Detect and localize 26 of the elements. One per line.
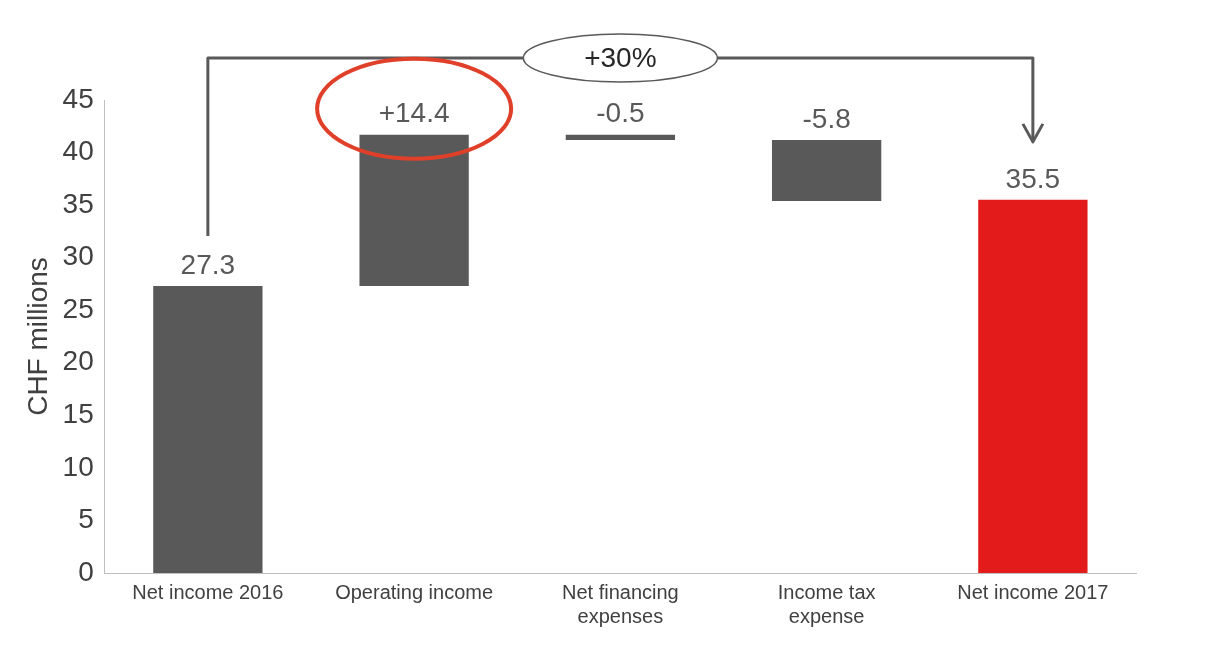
y-tick-label: 35	[62, 187, 94, 219]
x-tick-label: Net income 2017	[957, 580, 1109, 603]
y-tick-label: 45	[62, 82, 94, 114]
x-tick-label: Income tax expense	[777, 580, 876, 627]
y-axis-title: CHF millions	[21, 257, 53, 416]
y-tick-label: 25	[62, 292, 94, 324]
bar	[565, 134, 676, 140]
y-tick-label: 10	[62, 450, 94, 482]
y-tick-label: 20	[62, 345, 94, 377]
bar	[978, 199, 1088, 573]
data-label: 35.5	[1005, 162, 1061, 194]
y-tick-label: 0	[78, 555, 94, 587]
bar	[771, 139, 882, 201]
data-label: 27.3	[180, 248, 236, 280]
bar	[153, 286, 263, 573]
data-label: -0.5	[596, 97, 645, 129]
x-tick-label: Net financing expenses	[562, 580, 679, 627]
y-tick-label: 15	[62, 398, 94, 430]
x-tick-label: Net income 2016	[132, 580, 284, 603]
y-tick-label: 5	[78, 503, 94, 535]
y-tick-label: 40	[62, 135, 94, 167]
y-tick-label: 30	[62, 240, 94, 272]
data-label: -5.8	[802, 102, 851, 134]
x-tick-label: Operating income	[335, 580, 494, 603]
data-label: +14.4	[378, 97, 450, 129]
text: +30%	[583, 41, 658, 75]
